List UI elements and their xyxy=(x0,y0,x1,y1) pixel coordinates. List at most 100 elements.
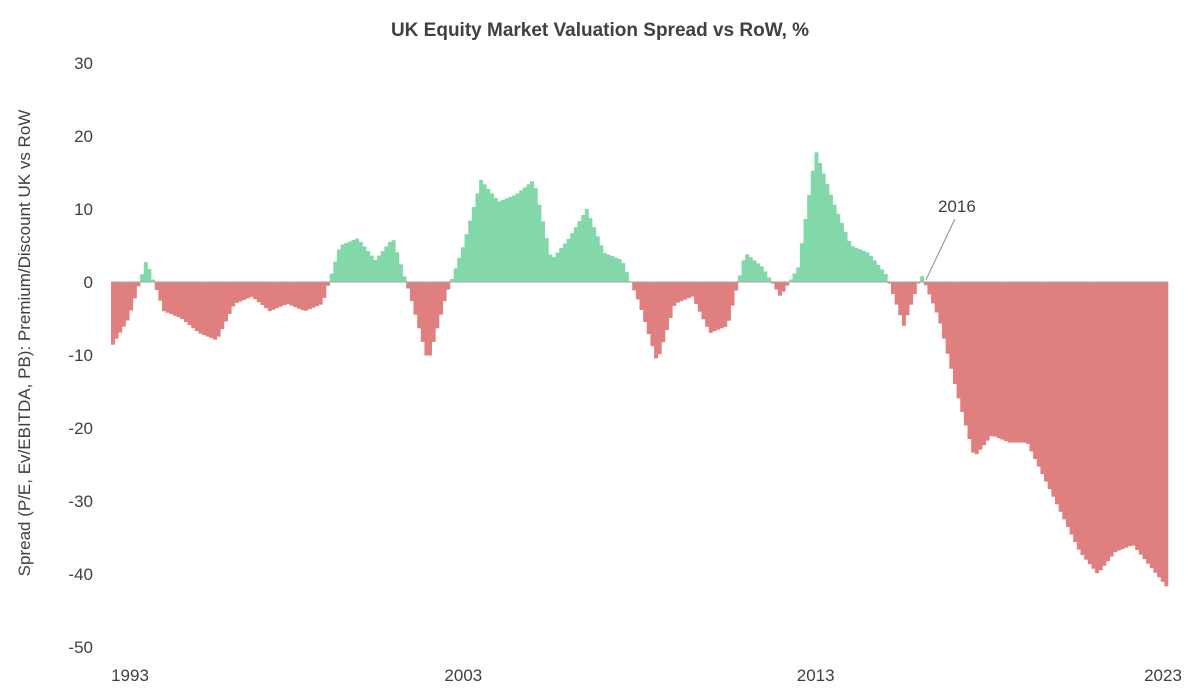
bar xyxy=(1069,282,1074,535)
bar xyxy=(1062,282,1067,520)
bar xyxy=(901,282,906,326)
bar xyxy=(191,282,196,329)
bar xyxy=(238,282,243,302)
bar xyxy=(942,282,946,339)
bar xyxy=(162,282,166,312)
bar xyxy=(624,272,629,282)
bar xyxy=(719,282,724,329)
bar xyxy=(526,184,531,282)
bar xyxy=(599,245,604,282)
y-tick-label: 30 xyxy=(74,54,93,73)
bar xyxy=(963,282,968,426)
annotation-leader-line xyxy=(925,218,956,281)
bar xyxy=(213,282,217,340)
bar xyxy=(931,282,936,304)
bar xyxy=(552,257,556,282)
bar xyxy=(1047,282,1052,490)
bar xyxy=(482,184,487,282)
bar xyxy=(562,243,567,282)
bar xyxy=(912,282,917,295)
bar xyxy=(275,282,279,309)
bar xyxy=(665,282,669,331)
bar xyxy=(344,242,349,282)
bar xyxy=(909,282,914,305)
bar xyxy=(1065,282,1070,527)
bar xyxy=(428,282,433,356)
bar xyxy=(504,198,509,282)
bar xyxy=(515,193,520,282)
bar xyxy=(654,282,659,359)
bar xyxy=(832,204,837,282)
bar xyxy=(759,266,764,282)
bar xyxy=(967,282,972,440)
bar xyxy=(632,282,637,291)
bar xyxy=(566,238,571,282)
bar xyxy=(916,282,921,284)
bar xyxy=(1157,282,1162,578)
bar xyxy=(938,282,943,324)
bar xyxy=(617,259,622,282)
bar xyxy=(398,264,403,282)
bar xyxy=(198,282,203,334)
bar xyxy=(111,282,115,345)
bar xyxy=(661,282,666,343)
bar xyxy=(351,239,356,282)
bar xyxy=(763,271,768,282)
bar xyxy=(712,282,717,332)
bar xyxy=(1124,282,1129,548)
bar xyxy=(635,282,640,300)
bar xyxy=(322,282,327,298)
bar xyxy=(920,276,925,282)
bar xyxy=(723,282,728,327)
bar xyxy=(183,282,188,323)
bar xyxy=(479,179,484,282)
bar xyxy=(227,282,232,314)
bar xyxy=(872,260,877,282)
bar xyxy=(675,282,680,303)
bar xyxy=(577,221,582,282)
bar xyxy=(810,170,815,282)
bar xyxy=(118,282,123,333)
bar xyxy=(716,282,720,330)
bar xyxy=(603,253,607,282)
bar xyxy=(143,262,148,282)
bar xyxy=(905,282,910,316)
bar xyxy=(537,204,542,282)
bar xyxy=(358,241,363,282)
chart-title: UK Equity Market Valuation Spread vs RoW… xyxy=(391,20,809,41)
x-tick-label: 2013 xyxy=(797,666,835,685)
bar xyxy=(639,282,644,310)
bar xyxy=(974,282,979,455)
x-tick-label: 2023 xyxy=(1144,666,1182,685)
bar xyxy=(610,256,615,282)
bar xyxy=(548,254,553,282)
bar xyxy=(836,213,841,282)
bar xyxy=(858,249,863,282)
bar xyxy=(121,282,126,327)
bar xyxy=(176,282,181,318)
bar xyxy=(668,282,673,318)
bar xyxy=(643,282,648,323)
y-axis-label: Spread (P/E, Ev/EBITDA, PB): Premium/Dis… xyxy=(15,110,34,577)
y-tick-label: 10 xyxy=(74,200,93,219)
bar xyxy=(234,282,239,303)
bar xyxy=(293,282,298,308)
bar xyxy=(978,282,983,450)
y-tick-label: -50 xyxy=(68,638,93,657)
bar xyxy=(927,282,932,295)
bar xyxy=(993,282,997,437)
bar xyxy=(799,243,804,282)
bar xyxy=(745,254,750,282)
bar xyxy=(326,282,330,286)
bar xyxy=(347,241,352,282)
bar xyxy=(522,187,527,282)
bar xyxy=(253,282,258,300)
bar xyxy=(271,282,276,310)
bar xyxy=(584,209,589,282)
bar xyxy=(1000,282,1005,440)
bar xyxy=(453,268,458,282)
bar xyxy=(151,279,156,282)
bar xyxy=(282,282,287,306)
